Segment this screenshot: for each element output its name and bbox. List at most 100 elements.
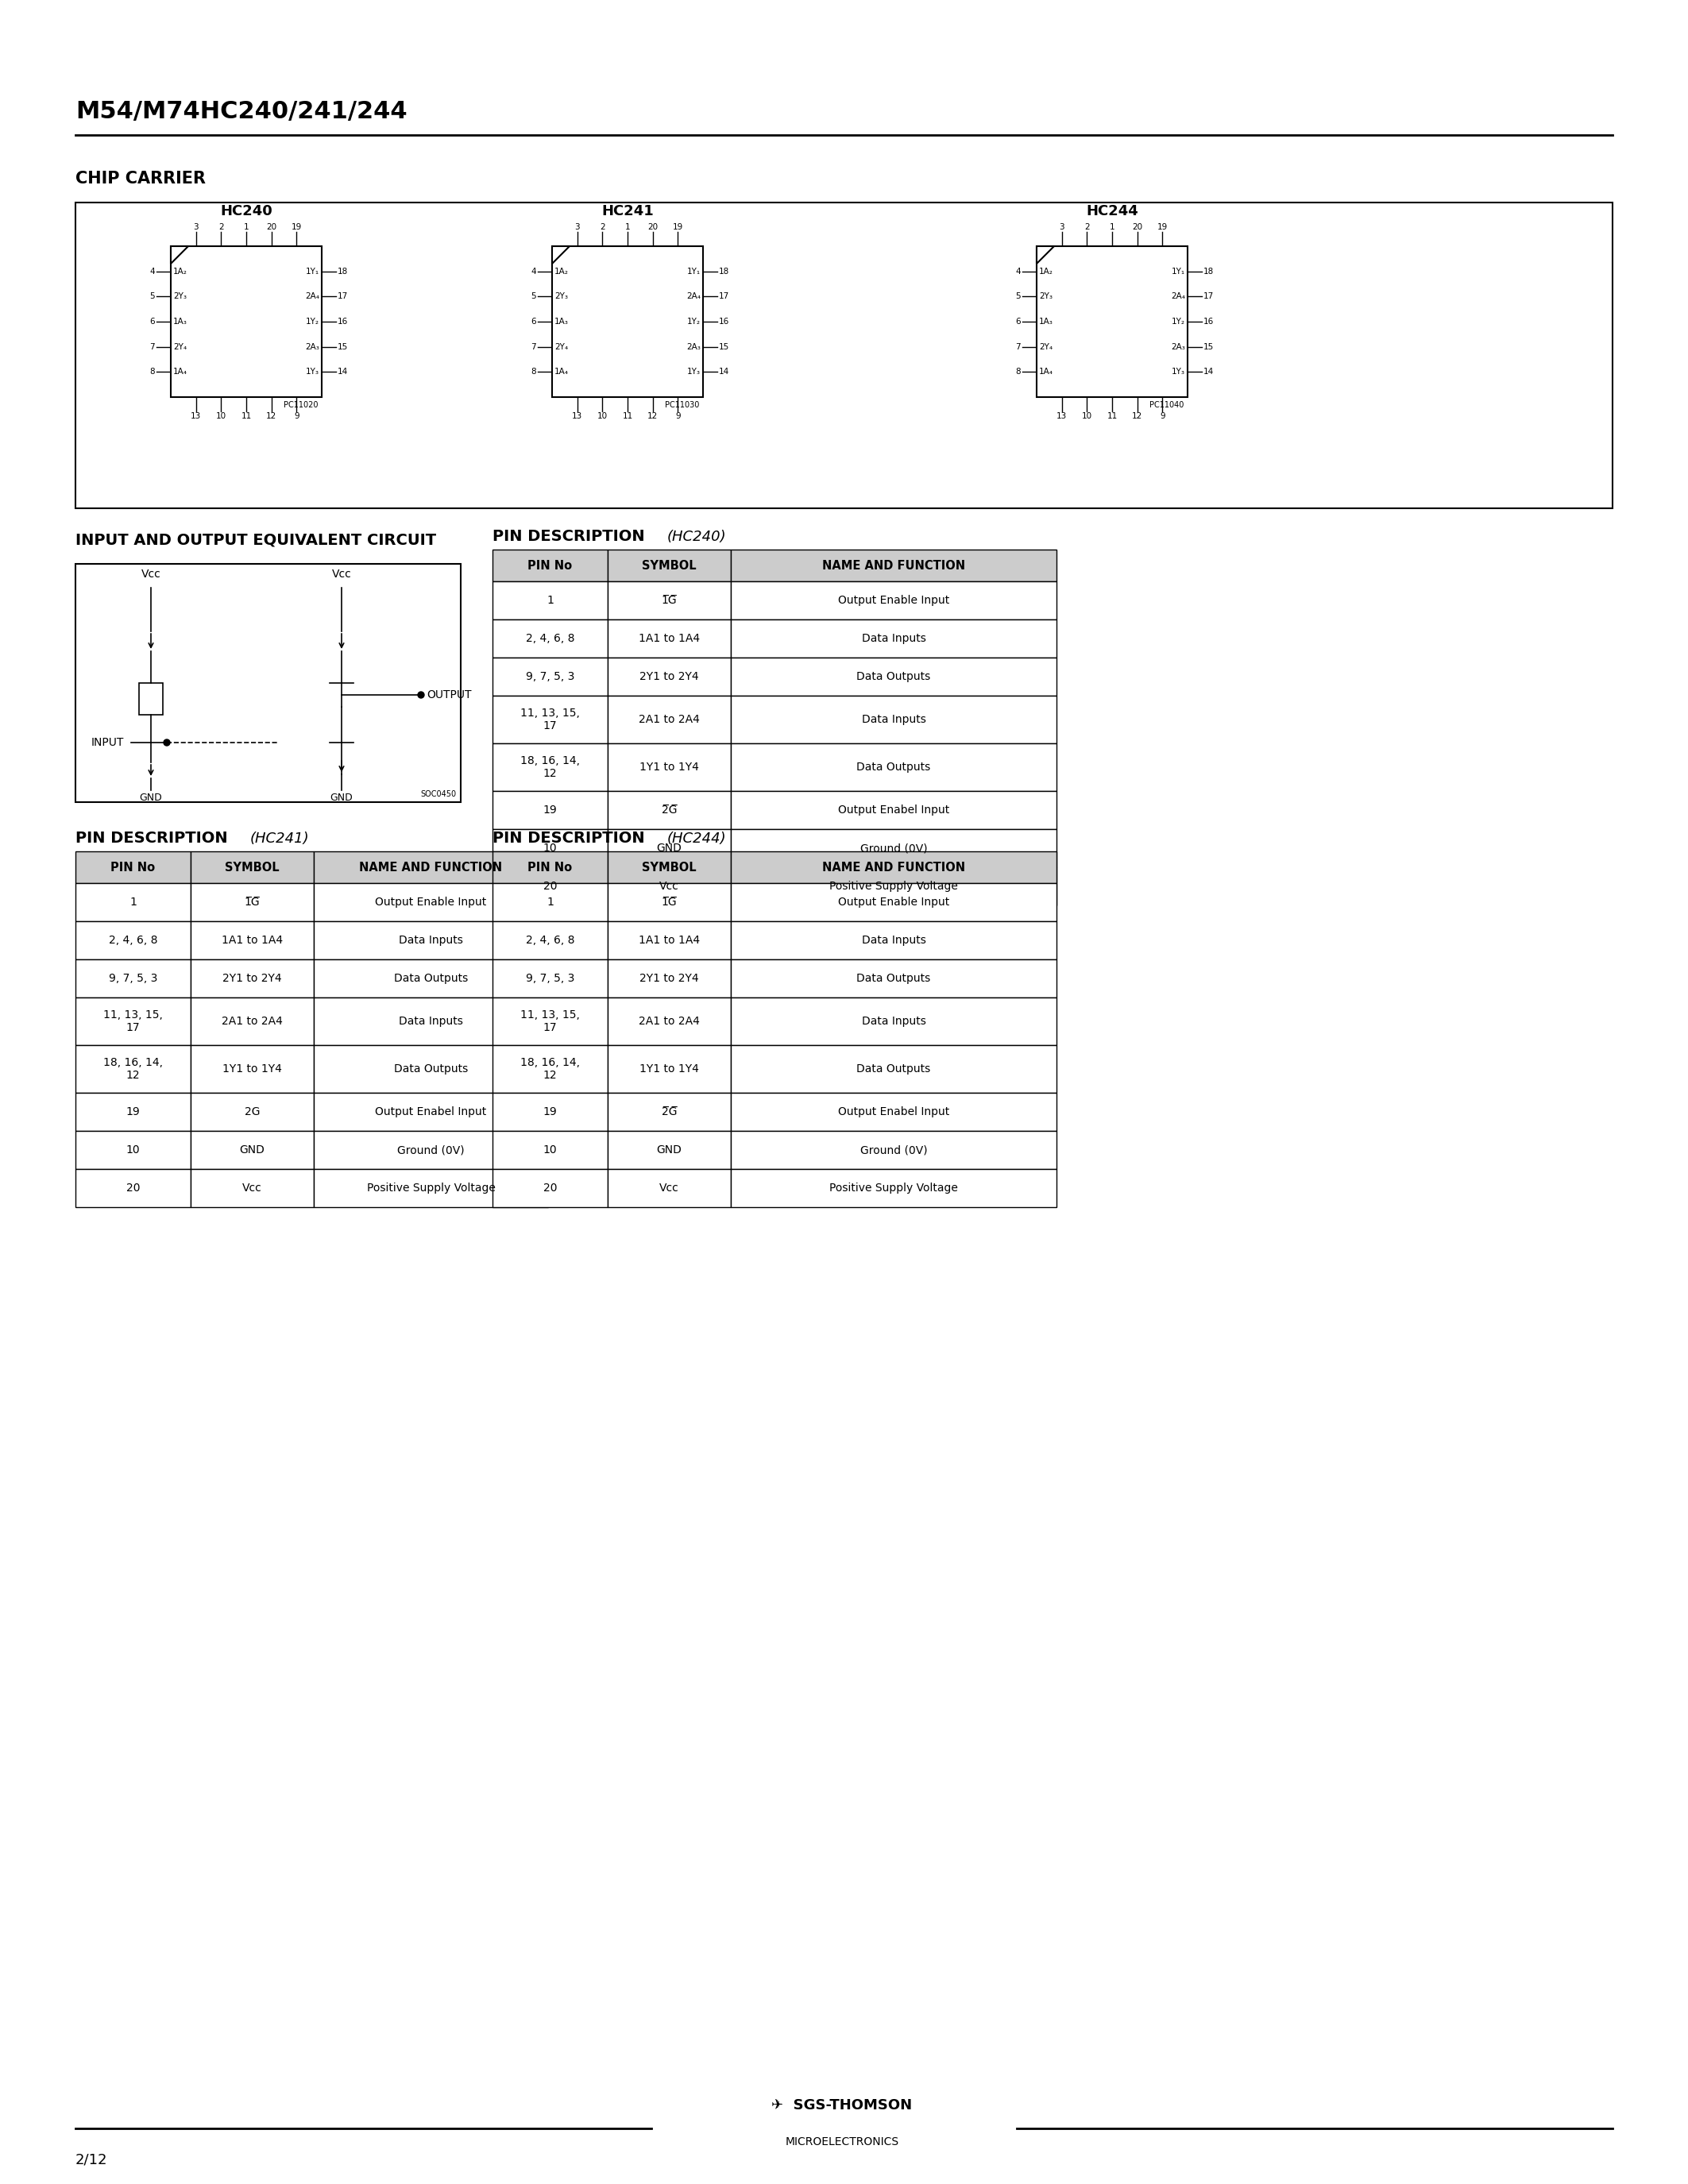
Text: 20: 20 xyxy=(127,1182,140,1195)
Bar xyxy=(608,657,731,697)
Text: PIN No: PIN No xyxy=(111,860,155,874)
Bar xyxy=(191,882,314,922)
Text: 15: 15 xyxy=(338,343,348,352)
Text: Positive Supply Voltage: Positive Supply Voltage xyxy=(829,880,959,891)
Text: 2A₄: 2A₄ xyxy=(687,293,701,301)
Text: SYMBOL: SYMBOL xyxy=(641,860,697,874)
Text: Data Inputs: Data Inputs xyxy=(861,1016,925,1026)
Polygon shape xyxy=(1036,247,1053,264)
Text: GND: GND xyxy=(331,793,353,804)
Text: PC11020: PC11020 xyxy=(284,402,317,408)
Bar xyxy=(731,830,1057,867)
Text: 11, 13, 15,
17: 11, 13, 15, 17 xyxy=(103,1009,162,1033)
Text: Output Enable Input: Output Enable Input xyxy=(837,898,949,909)
Bar xyxy=(608,550,731,581)
Text: 14: 14 xyxy=(1204,367,1214,376)
Text: 11, 13, 15,
17: 11, 13, 15, 17 xyxy=(520,708,581,732)
Bar xyxy=(731,550,1057,581)
Text: 9, 7, 5, 3: 9, 7, 5, 3 xyxy=(108,972,157,985)
Text: 2Y₄: 2Y₄ xyxy=(554,343,569,352)
Bar xyxy=(493,697,608,743)
Text: PIN DESCRIPTION: PIN DESCRIPTION xyxy=(493,830,645,845)
Text: 19: 19 xyxy=(292,223,302,232)
Text: SYMBOL: SYMBOL xyxy=(641,559,697,572)
Bar xyxy=(76,852,191,882)
Text: Vᴄᴄ: Vᴄᴄ xyxy=(660,1182,679,1195)
Text: 2Y1 to 2Y4: 2Y1 to 2Y4 xyxy=(223,972,282,985)
Text: 5: 5 xyxy=(150,293,155,301)
Text: GND: GND xyxy=(657,1144,682,1155)
Text: Data Outputs: Data Outputs xyxy=(856,972,930,985)
Bar xyxy=(608,959,731,998)
Bar xyxy=(608,581,731,620)
Text: 10: 10 xyxy=(544,1144,557,1155)
Bar xyxy=(314,1092,549,1131)
Text: 5: 5 xyxy=(532,293,537,301)
Text: 2A₄: 2A₄ xyxy=(1171,293,1185,301)
Text: Output Enabel Input: Output Enabel Input xyxy=(837,1107,949,1118)
Text: 11: 11 xyxy=(241,413,252,419)
Text: PIN DESCRIPTION: PIN DESCRIPTION xyxy=(76,830,228,845)
Text: 12: 12 xyxy=(1133,413,1143,419)
Text: 10: 10 xyxy=(598,413,608,419)
Text: Ground (0V): Ground (0V) xyxy=(861,843,927,854)
Text: 4: 4 xyxy=(150,266,155,275)
Bar xyxy=(731,959,1057,998)
Text: 2A₄: 2A₄ xyxy=(306,293,319,301)
Text: 2A1 to 2A4: 2A1 to 2A4 xyxy=(221,1016,284,1026)
Bar xyxy=(493,581,608,620)
Bar xyxy=(76,563,461,802)
Text: PIN No: PIN No xyxy=(528,860,572,874)
Bar xyxy=(493,657,608,697)
Text: 1A₄: 1A₄ xyxy=(554,367,569,376)
Text: Data Inputs: Data Inputs xyxy=(861,935,925,946)
Text: 17: 17 xyxy=(338,293,348,301)
Text: Vᴄᴄ: Vᴄᴄ xyxy=(142,568,160,579)
Text: INPUT AND OUTPUT EQUIVALENT CIRCUIT: INPUT AND OUTPUT EQUIVALENT CIRCUIT xyxy=(76,533,436,548)
Text: 2, 4, 6, 8: 2, 4, 6, 8 xyxy=(525,935,574,946)
Bar xyxy=(731,743,1057,791)
Text: Vᴄᴄ: Vᴄᴄ xyxy=(333,568,351,579)
Text: Data Outputs: Data Outputs xyxy=(393,1064,468,1075)
Bar xyxy=(138,684,162,714)
Bar xyxy=(493,1046,608,1092)
Text: 1A₂: 1A₂ xyxy=(554,266,569,275)
Text: 10: 10 xyxy=(544,843,557,854)
Text: Output Enable Input: Output Enable Input xyxy=(375,898,486,909)
Text: 17: 17 xyxy=(719,293,729,301)
Text: 1A₂: 1A₂ xyxy=(174,266,187,275)
Text: Data Outputs: Data Outputs xyxy=(856,1064,930,1075)
Bar xyxy=(731,882,1057,922)
Text: 18: 18 xyxy=(719,266,729,275)
Text: 20: 20 xyxy=(267,223,277,232)
Text: 20: 20 xyxy=(648,223,658,232)
Text: 1A₃: 1A₃ xyxy=(554,317,569,325)
Text: 18, 16, 14,
12: 18, 16, 14, 12 xyxy=(520,756,581,780)
Text: 18, 16, 14,
12: 18, 16, 14, 12 xyxy=(103,1057,162,1081)
Bar xyxy=(493,998,608,1046)
Text: 1Y₃: 1Y₃ xyxy=(306,367,319,376)
Text: 1Y₃: 1Y₃ xyxy=(687,367,701,376)
Polygon shape xyxy=(170,247,189,264)
Bar xyxy=(731,791,1057,830)
Text: MICROELECTRONICS: MICROELECTRONICS xyxy=(785,2136,898,2147)
Text: 2Y₃: 2Y₃ xyxy=(174,293,187,301)
Text: 1: 1 xyxy=(547,898,554,909)
Bar xyxy=(731,1092,1057,1131)
Text: 1A1 to 1A4: 1A1 to 1A4 xyxy=(638,633,701,644)
Text: 14: 14 xyxy=(719,367,729,376)
Bar xyxy=(191,998,314,1046)
Text: 20: 20 xyxy=(544,1182,557,1195)
Text: 2A₃: 2A₃ xyxy=(306,343,319,352)
Bar xyxy=(1036,247,1188,397)
Bar xyxy=(314,998,549,1046)
Polygon shape xyxy=(552,247,569,264)
Text: 7: 7 xyxy=(150,343,155,352)
Text: 1Y1 to 1Y4: 1Y1 to 1Y4 xyxy=(640,762,699,773)
Text: 19: 19 xyxy=(127,1107,140,1118)
Bar xyxy=(493,830,608,867)
Text: 1̅G̅: 1̅G̅ xyxy=(245,898,260,909)
Text: 5: 5 xyxy=(1016,293,1021,301)
Text: 1Y₂: 1Y₂ xyxy=(687,317,701,325)
Text: 11: 11 xyxy=(623,413,633,419)
